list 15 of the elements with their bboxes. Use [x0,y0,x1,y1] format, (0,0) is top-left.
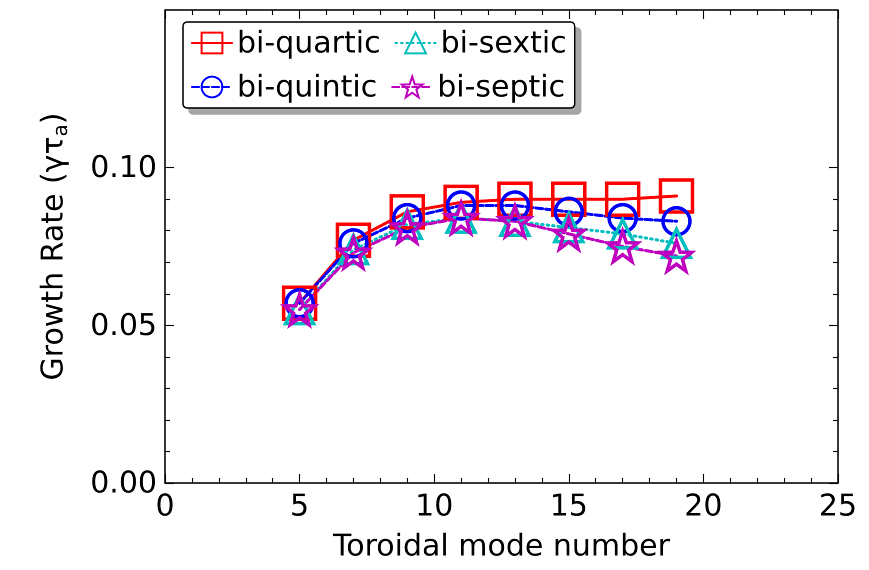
x-tick-label: 20 [684,488,722,524]
y-axis-title: Growth Rate (γτa) [36,112,72,380]
x-axis-title: Toroidal mode number [332,528,671,564]
y-tick-label: 0.00 [90,466,157,500]
legend-label: bi-quintic [237,70,378,104]
x-tick-label: 10 [415,488,454,524]
legend-label: bi-sextic [440,26,567,60]
y-tick-label: 0.05 [90,308,157,343]
x-tick-label: 0 [155,488,175,524]
x-tick-label: 15 [550,488,588,524]
x-tick-label: 5 [290,488,310,524]
legend-label: bi-septic [437,70,566,104]
legend-label: bi-quartic [237,26,381,60]
x-tick-label: 25 [818,488,858,524]
y-tick-label: 0.10 [90,150,157,186]
